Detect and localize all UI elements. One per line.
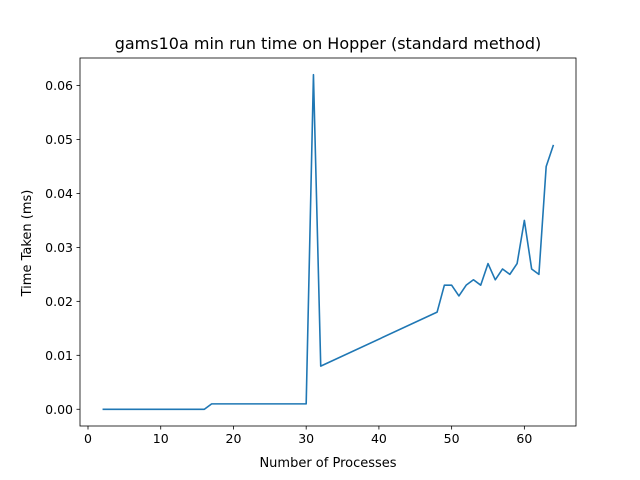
y-tick-label: 0.00 [45,402,73,417]
x-tick-label: 10 [153,431,169,446]
x-axis-label: Number of Processes [259,456,396,471]
plot-area: 0 10 20 30 40 50 60 0.00 0.01 0.02 0.03 0.04 0.05 0.0… [45,57,577,446]
x-tick-label: 50 [444,431,460,446]
x-tick-label: 0 [84,431,92,446]
plot-frame [79,57,577,427]
x-tick-label: 60 [516,431,532,446]
chart-title: gams10a min run time on Hopper (standard… [115,34,542,53]
x-tick-label: 30 [298,431,314,446]
y-tick-label: 0.03 [45,240,73,255]
y-axis-label: Time Taken (ms) [20,190,35,298]
y-tick-label: 0.06 [45,78,73,93]
y-tick-label: 0.05 [45,132,73,147]
y-tick-label: 0.04 [45,186,73,201]
series-line [102,73,555,411]
x-tick-label: 40 [371,431,387,446]
x-tick-label: 20 [226,431,242,446]
y-tick-label: 0.02 [45,294,73,309]
y-tick-label: 0.01 [45,348,73,363]
